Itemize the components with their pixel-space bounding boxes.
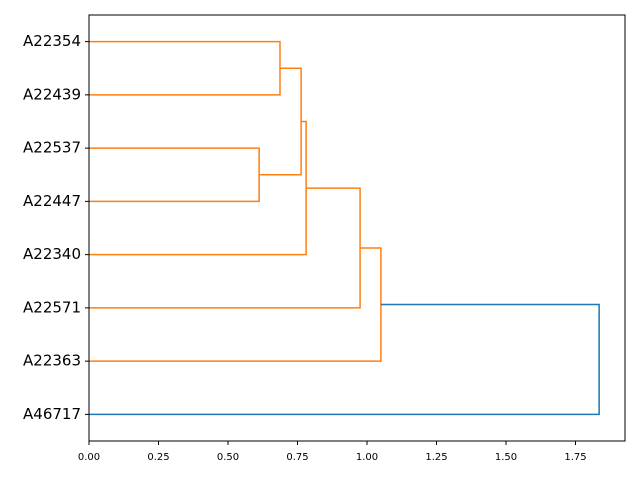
link <box>89 147 260 203</box>
x-tick-label: 1.25 <box>425 452 447 463</box>
link <box>89 187 361 309</box>
link <box>259 67 302 176</box>
x-tick-label: 0.00 <box>78 452 100 463</box>
x-tick-label: 0.75 <box>286 452 308 463</box>
y-tick-label: A22439 <box>23 85 81 103</box>
y-tick-label: A46717 <box>23 405 81 423</box>
y-tick-label: A22354 <box>23 32 81 50</box>
y-tick-label: A22571 <box>23 298 81 316</box>
x-tick-label: 1.50 <box>495 452 517 463</box>
x-tick-label: 1.75 <box>564 452 586 463</box>
y-tick-label: A22363 <box>23 352 81 370</box>
x-tick-label: 1.00 <box>356 452 378 463</box>
link <box>89 303 600 416</box>
x-tick-label: 0.50 <box>217 452 239 463</box>
y-tick-label: A22447 <box>23 192 81 210</box>
y-tick-label: A22340 <box>23 245 81 263</box>
link <box>89 120 307 256</box>
y-tick-label: A22537 <box>23 139 81 157</box>
x-tick-label: 0.25 <box>147 452 169 463</box>
plot-frame <box>88 14 626 442</box>
